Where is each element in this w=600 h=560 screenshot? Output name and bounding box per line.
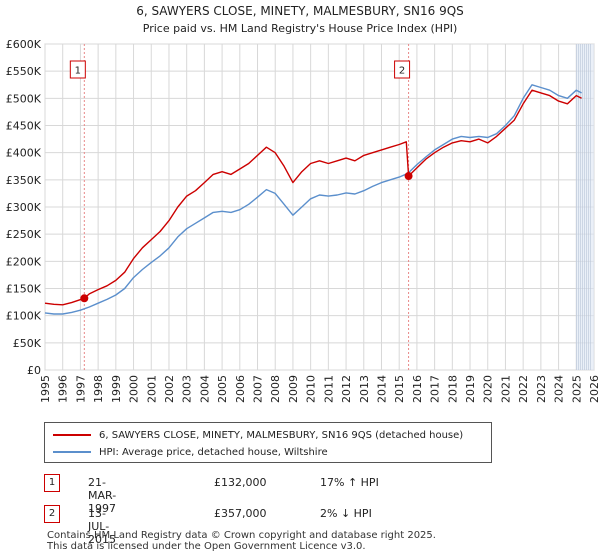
legend-item-hpi: HPI: Average price, detached house, Wilt… bbox=[53, 444, 328, 460]
footer: Contains HM Land Registry data © Crown c… bbox=[47, 530, 436, 552]
y-tick-label: £500K bbox=[6, 92, 42, 105]
sale-date-2: 13-JUL-2015 bbox=[88, 507, 116, 546]
x-tick-label: 1996 bbox=[57, 375, 70, 403]
legend: 6, SAWYERS CLOSE, MINETY, MALMESBURY, SN… bbox=[44, 422, 492, 463]
x-tick-label: 1998 bbox=[92, 375, 105, 403]
y-tick-label: £300K bbox=[6, 201, 42, 214]
x-tick-label: 2007 bbox=[252, 375, 265, 403]
x-tick-label: 2026 bbox=[588, 375, 600, 403]
x-tick-label: 2017 bbox=[429, 375, 442, 403]
y-tick-label: £100K bbox=[6, 310, 42, 323]
x-tick-label: 2006 bbox=[234, 375, 247, 403]
x-tick-label: 2019 bbox=[464, 375, 477, 403]
x-tick-label: 2009 bbox=[287, 375, 300, 403]
y-tick-label: £200K bbox=[6, 255, 42, 268]
x-tick-label: 2004 bbox=[198, 375, 211, 403]
x-tick-label: 2003 bbox=[181, 375, 194, 403]
legend-swatch-property bbox=[53, 434, 91, 436]
sale-badge-2: 2 bbox=[44, 505, 60, 523]
sale-badge-1: 1 bbox=[44, 474, 60, 492]
legend-label-hpi: HPI: Average price, detached house, Wilt… bbox=[99, 446, 328, 458]
x-tick-label: 2001 bbox=[145, 375, 158, 403]
x-tick-label: 2020 bbox=[482, 375, 495, 403]
x-tick-label: 2011 bbox=[322, 375, 335, 403]
x-tick-label: 2014 bbox=[375, 375, 388, 403]
x-tick-label: 2002 bbox=[163, 375, 176, 403]
y-tick-label: £600K bbox=[6, 38, 42, 51]
chart-subtitle: Price paid vs. HM Land Registry's House … bbox=[143, 22, 458, 35]
legend-swatch-hpi bbox=[53, 451, 91, 453]
x-tick-label: 2016 bbox=[411, 375, 424, 403]
x-tick-label: 1997 bbox=[74, 375, 87, 403]
sale-point-2 bbox=[404, 172, 413, 181]
x-tick-label: 2024 bbox=[553, 375, 566, 403]
x-tick-label: 1999 bbox=[110, 375, 123, 403]
y-tick-label: £450K bbox=[6, 120, 42, 133]
sale-label-1: 1 bbox=[75, 66, 81, 77]
legend-label-property: 6, SAWYERS CLOSE, MINETY, MALMESBURY, SN… bbox=[99, 429, 464, 441]
x-tick-label: 2025 bbox=[570, 375, 583, 403]
sale-point-1 bbox=[80, 294, 89, 303]
property-series-line bbox=[44, 89, 582, 306]
price-chart: 6, SAWYERS CLOSE, MINETY, MALMESBURY, SN… bbox=[6, 4, 600, 403]
chart-title: 6, SAWYERS CLOSE, MINETY, MALMESBURY, SN… bbox=[136, 4, 464, 18]
y-tick-label: £400K bbox=[6, 147, 42, 160]
x-tick-label: 2018 bbox=[446, 375, 459, 403]
y-tick-label: £550K bbox=[6, 65, 42, 78]
x-tick-label: 2015 bbox=[393, 375, 406, 403]
x-tick-label: 1995 bbox=[39, 375, 52, 403]
y-tick-label: £350K bbox=[6, 174, 42, 187]
x-tick-label: 2021 bbox=[499, 375, 512, 403]
footer-line-2: This data is licensed under the Open Gov… bbox=[47, 541, 366, 552]
x-tick-label: 2000 bbox=[128, 375, 141, 403]
y-tick-label: £50K bbox=[13, 337, 42, 350]
sale-hpi-1: 17% ↑ HPI bbox=[320, 476, 379, 489]
sale-date-1: 21-MAR-1997 bbox=[88, 476, 117, 515]
y-tick-label: £150K bbox=[6, 283, 42, 296]
legend-item-property: 6, SAWYERS CLOSE, MINETY, MALMESBURY, SN… bbox=[53, 427, 463, 443]
y-tick-label: £250K bbox=[6, 228, 42, 241]
sale-hpi-2: 2% ↓ HPI bbox=[320, 507, 372, 520]
x-tick-label: 2013 bbox=[358, 375, 371, 403]
sale-label-2: 2 bbox=[399, 66, 405, 77]
hpi-series-line bbox=[44, 84, 582, 315]
x-tick-label: 2022 bbox=[517, 375, 530, 403]
sale-label-box-2 bbox=[394, 60, 411, 79]
sale-label-box-1 bbox=[69, 60, 86, 79]
future-shade bbox=[576, 44, 594, 370]
x-tick-label: 2023 bbox=[535, 375, 548, 403]
x-tick-label: 2012 bbox=[340, 375, 353, 403]
x-tick-label: 2008 bbox=[269, 375, 282, 403]
sale-price-1: £132,000 bbox=[214, 476, 267, 489]
footer-line-1: Contains HM Land Registry data © Crown c… bbox=[47, 530, 436, 541]
x-tick-label: 2010 bbox=[305, 375, 318, 403]
x-tick-label: 2005 bbox=[216, 375, 229, 403]
sale-price-2: £357,000 bbox=[214, 507, 267, 520]
y-tick-label: £0 bbox=[27, 364, 41, 377]
